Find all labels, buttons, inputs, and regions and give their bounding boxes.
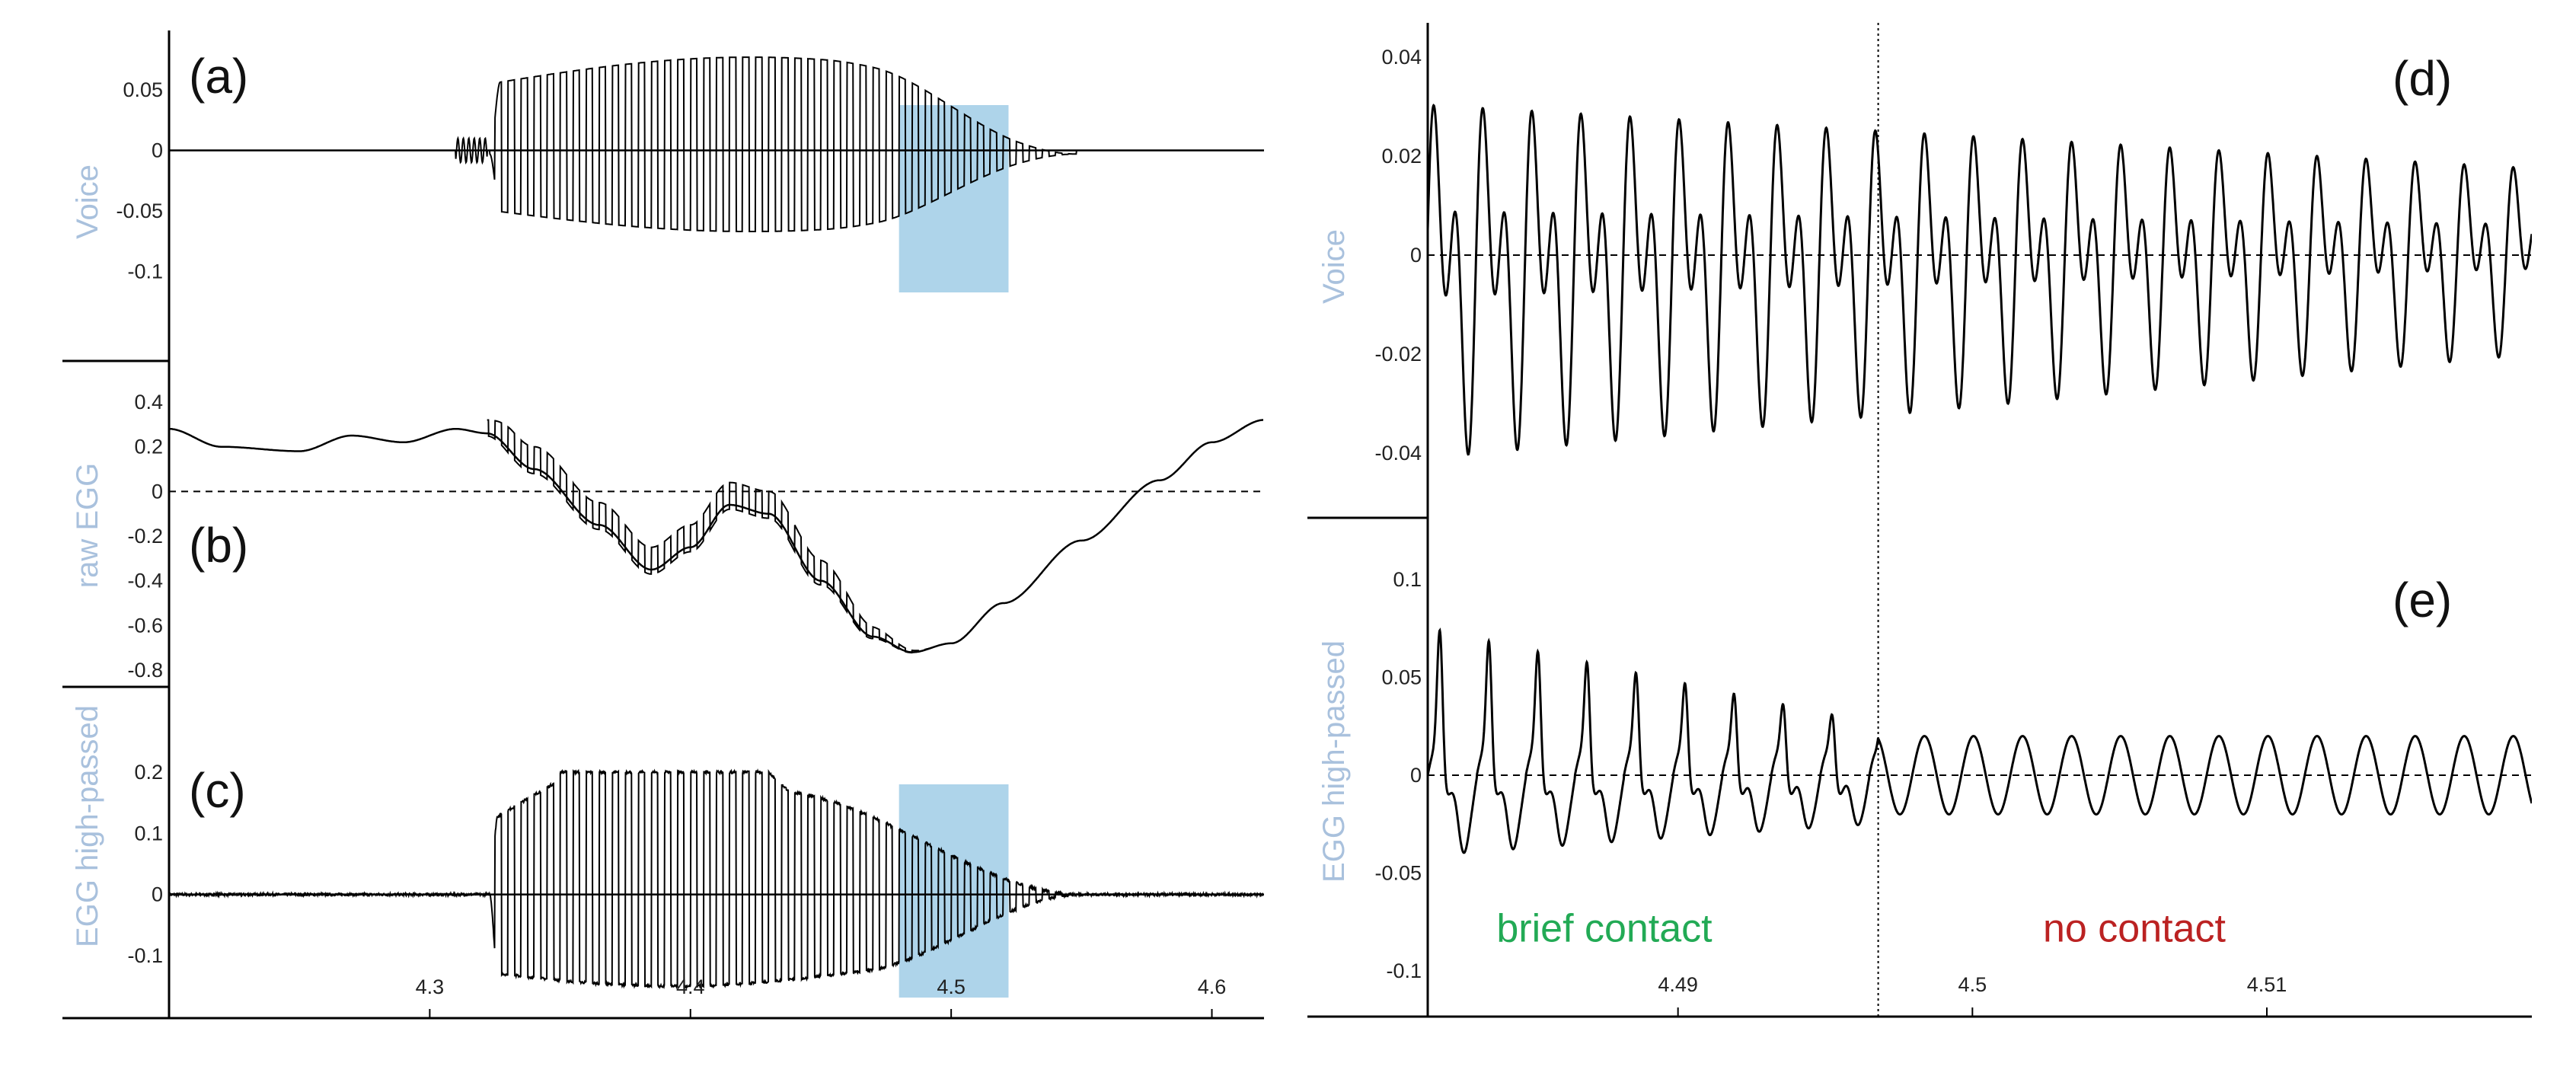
y-axis-label-voice-a: Voice: [71, 164, 104, 239]
y-tick-label: -0.05: [116, 200, 163, 222]
y-tick-label: -0.04: [1374, 442, 1422, 465]
y-tick-label: 0.4: [134, 391, 163, 413]
y-axis-label-raw-egg-b: raw EGG: [71, 463, 104, 588]
y-tick-label: 0.04: [1381, 46, 1422, 69]
raw-egg-panel-b: raw EGG (b) 0.4 0.2 0 -0.2 -0.4 -0.6 -0.8: [71, 391, 1264, 682]
voice-panel-a: Voice (a) 0.05 0 -0.05 -0.1: [71, 49, 1264, 292]
y-tick-label: 0: [152, 139, 163, 162]
y-tick-label: 0: [1410, 764, 1422, 787]
x-ticks-e: 4.49 4.5 4.51: [1658, 973, 2287, 1017]
x-ticks-c: 4.3 4.4 4.5 4.6: [416, 975, 1227, 1018]
raw-egg-vibration-b: [487, 419, 939, 654]
y-axis-label-egg-highpassed-e: EGG high-passed: [1317, 640, 1351, 883]
egg-highpassed-panel-e: EGG high-passed (e) 0.1 0.05 0 -0.05 -0.1 4.…: [1317, 568, 2532, 1017]
y-ticks-d: 0.04 0.02 0 -0.02 -0.04: [1374, 46, 1422, 465]
y-tick-label: 0: [1410, 244, 1422, 267]
y-tick-label: 0: [152, 883, 163, 906]
highlight-region-a: [899, 105, 1009, 292]
voice-panel-d: Voice (d) 0.04 0.02 0 -0.02 -0.04: [1317, 46, 2532, 465]
panel-label-b: (b): [189, 518, 248, 573]
right-figure: Voice (d) 0.04 0.02 0 -0.02 -0.04 EGG high-p…: [1307, 23, 2532, 1018]
y-ticks-e: 0.1 0.05 0 -0.05 -0.1: [1374, 568, 1422, 982]
panel-label-d: (d): [2392, 51, 2452, 106]
annotation-brief-contact: brief contact: [1496, 906, 1713, 950]
y-tick-label: -0.4: [127, 570, 163, 592]
y-ticks-b: 0.4 0.2 0 -0.2 -0.4 -0.6 -0.8: [127, 391, 163, 682]
y-tick-label: 0.1: [134, 822, 163, 845]
x-tick-label: 4.4: [676, 975, 705, 998]
y-tick-label: 0.2: [134, 436, 163, 458]
y-tick-label: 0.02: [1381, 145, 1422, 168]
y-ticks-c: 0.2 0.1 0 -0.1: [127, 761, 163, 967]
voice-waveform-d: [1428, 104, 2532, 456]
y-tick-label: -0.2: [127, 525, 163, 548]
y-tick-label: 0.05: [1381, 666, 1422, 689]
x-tick-label: 4.3: [416, 975, 445, 998]
annotation-no-contact: no contact: [2043, 906, 2226, 950]
voice-waveform-a: [169, 56, 1263, 232]
x-tick-label: 4.5: [1958, 973, 1987, 996]
panel-label-a: (a): [189, 49, 248, 104]
y-tick-label: -0.1: [1386, 959, 1422, 982]
egg-highpassed-waveform-e: [1428, 627, 2532, 854]
y-tick-label: -0.1: [127, 260, 163, 283]
panel-label-e: (e): [2392, 573, 2452, 627]
x-tick-label: 4.49: [1658, 973, 1698, 996]
x-tick-label: 4.51: [2247, 973, 2287, 996]
y-tick-label: -0.05: [1374, 862, 1422, 885]
y-axis-label-egg-highpassed-c: EGG high-passed: [71, 705, 104, 947]
highlight-region-c: [899, 784, 1009, 998]
panel-label-c: (c): [189, 763, 246, 818]
x-tick-label: 4.5: [937, 975, 966, 998]
y-tick-label: 0: [152, 480, 163, 503]
egg-highpassed-waveform-c: [169, 768, 1263, 991]
y-ticks-a: 0.05 0 -0.05 -0.1: [116, 78, 163, 283]
y-tick-label: -0.1: [127, 944, 163, 967]
egg-highpassed-panel-c: EGG high-passed (c) 0.20.10-0.1 4.3 4.4 4.…: [71, 705, 1264, 1018]
left-figure: Voice (a) 0.05 0 -0.05 -0.1 raw EGG (b) 0.4…: [62, 30, 1264, 1020]
y-tick-label: 0.05: [123, 78, 163, 101]
y-axis-label-voice-d: Voice: [1317, 229, 1351, 304]
y-tick-label: -0.8: [127, 659, 163, 682]
raw-egg-waveform-b: [169, 419, 1263, 653]
y-tick-label: -0.02: [1374, 343, 1422, 366]
y-tick-label: 0.2: [134, 761, 163, 784]
x-tick-label: 4.6: [1198, 975, 1227, 998]
y-tick-label: -0.6: [127, 614, 163, 637]
y-tick-label: 0.1: [1393, 568, 1422, 591]
